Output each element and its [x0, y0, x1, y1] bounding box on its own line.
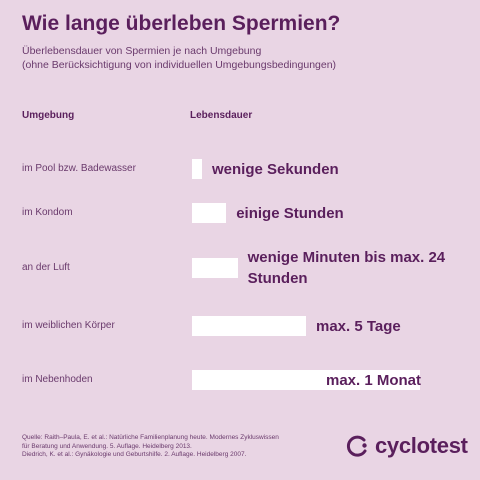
lifespan-value-line: Stunden	[247, 270, 308, 287]
row-label: an der Luft	[22, 262, 70, 273]
lifespan-value-line: einige Stunden	[236, 204, 344, 222]
cyclotest-logo-icon	[346, 435, 367, 457]
lifespan-value: wenige Minuten bis max. 24 Stunden	[248, 247, 446, 289]
lifespan-value: max. 5 Tage	[316, 316, 401, 337]
footnote-line: Quelle: Raith–Paula, E. et al.: Natürlic…	[22, 434, 279, 441]
subtitle-line: (ohne Berücksichtigung von individuellen…	[22, 59, 337, 71]
lifespan-value: wenige Sekunden	[212, 159, 339, 180]
column-header-environment: Umgebung	[22, 110, 75, 121]
brand-name: cyclotest	[375, 433, 468, 458]
subtitle: Überlebensdauer von Spermien je nach Umg…	[22, 44, 336, 72]
lifespan-bar	[192, 203, 227, 223]
lifespan-value-line: wenige Minuten bis max. 24	[247, 249, 446, 266]
page-title: Wie lange überleben Spermien?	[22, 12, 341, 35]
row-label: im Pool bzw. Badewasser	[22, 163, 136, 174]
row-label: im weiblichen Körper	[22, 320, 115, 331]
column-header-lifespan: Lebensdauer	[190, 110, 253, 121]
footnote-line: Diedrich, K. et al.: Gynäkologie und Geb…	[22, 451, 247, 458]
footnote-line: für Beratung und Anwendung. 5. Auflage. …	[22, 442, 192, 450]
lifespan-bar	[192, 316, 306, 336]
lifespan-value-line: max. 1 Monat	[326, 371, 422, 389]
lifespan-value: max. 1 Monat	[326, 370, 421, 391]
lifespan-bar	[192, 370, 420, 390]
lifespan-bar	[192, 159, 202, 179]
lifespan-value-line: wenige Sekunden	[212, 160, 339, 178]
row-label: im Nebenhoden	[22, 374, 93, 385]
lifespan-bar	[192, 258, 238, 278]
lifespan-value-line: max. 5 Tage	[316, 317, 401, 335]
brand-logo: cyclotest	[344, 430, 468, 462]
row-label: im Kondom	[22, 207, 73, 218]
subtitle-line: Überlebensdauer von Spermien je nach Umg…	[22, 45, 262, 57]
source-footnote: Quelle: Raith–Paula, E. et al.: Natürlic…	[22, 434, 279, 460]
lifespan-value: einige Stunden	[236, 203, 344, 224]
